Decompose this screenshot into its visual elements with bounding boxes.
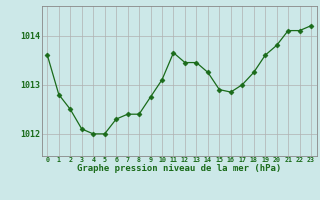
X-axis label: Graphe pression niveau de la mer (hPa): Graphe pression niveau de la mer (hPa) [77,164,281,173]
